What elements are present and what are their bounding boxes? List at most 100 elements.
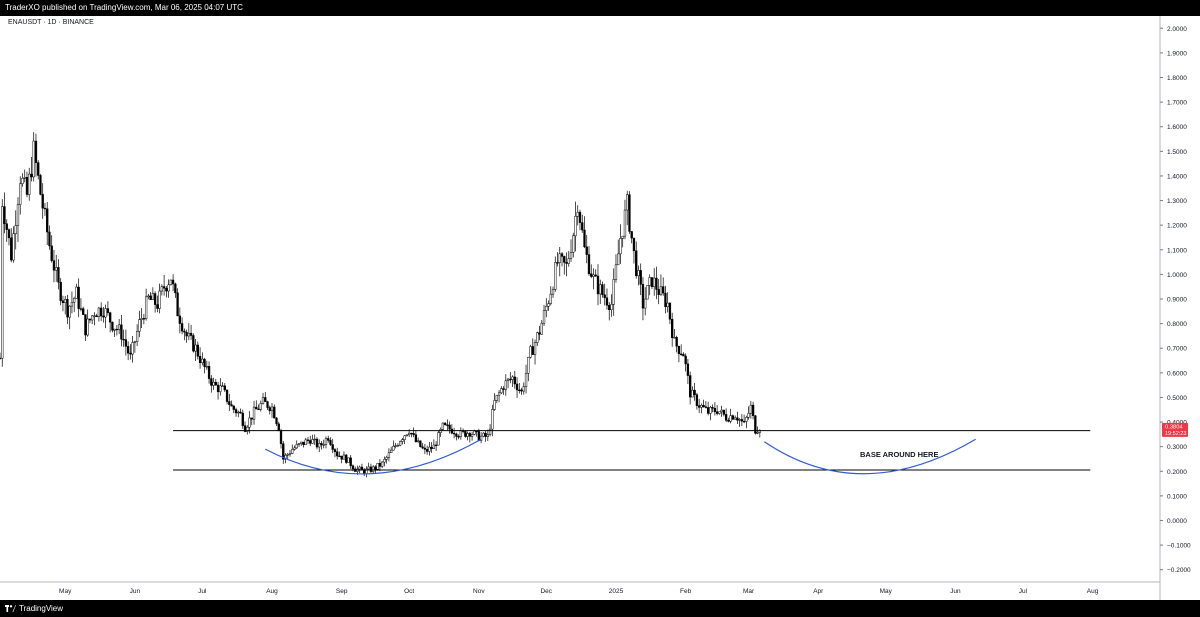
candle-body	[664, 292, 667, 308]
candle-body	[257, 408, 260, 411]
candle-body	[351, 465, 355, 470]
candle-body	[270, 406, 274, 412]
candle-body	[614, 264, 618, 280]
candle-body	[367, 466, 370, 470]
candle-body	[115, 328, 119, 331]
candle-body	[203, 358, 206, 368]
candle-body	[702, 405, 705, 408]
candle-body	[104, 308, 107, 318]
candle-body	[178, 315, 181, 324]
time-axis[interactable]: May Jun Jul Aug Sep Oct Nov Dec 2025 Feb Mar Apr May…	[59, 588, 1099, 595]
candle-body	[497, 392, 501, 396]
candle-body	[554, 262, 557, 290]
price-tick-label: 1.5000	[1167, 149, 1187, 156]
candle-body	[751, 404, 755, 416]
candle-body	[147, 295, 150, 298]
candle-body	[466, 433, 469, 437]
time-tick-label: Nov	[473, 588, 485, 595]
candle-body	[37, 162, 40, 176]
candle-body	[93, 315, 96, 317]
chart-container[interactable]: 2.0000 1.9000 1.8000 1.7000 1.6000 1.5000 1.40…	[0, 16, 1200, 600]
price-tick-label: 0.6000	[1167, 370, 1187, 377]
candle-body	[23, 177, 26, 179]
branding-footer: TradingView	[0, 600, 1200, 617]
candle-body	[194, 344, 197, 352]
candle-body	[331, 444, 334, 450]
price-tick-label: 0.1000	[1167, 493, 1187, 500]
candle-body	[360, 466, 364, 470]
candle-body	[223, 385, 226, 391]
candle-body	[581, 222, 584, 231]
candle-body	[646, 285, 649, 300]
candle-body	[79, 308, 83, 310]
candle-body	[416, 440, 420, 442]
candle-body	[158, 290, 161, 309]
candle-body	[124, 339, 128, 347]
candle-body	[327, 438, 330, 441]
candle-body	[381, 461, 384, 467]
candle-body	[452, 432, 456, 435]
candle-body	[120, 324, 123, 340]
candle-body	[700, 405, 703, 408]
candle-body	[336, 451, 339, 457]
candle-body	[259, 403, 262, 410]
candle-body	[52, 260, 56, 271]
candle-body	[515, 383, 519, 391]
candle-body	[311, 439, 314, 444]
candle-body	[560, 253, 564, 257]
candle-body	[187, 332, 190, 337]
candle-body	[275, 417, 278, 425]
candle-body	[612, 279, 615, 305]
candle-body	[189, 332, 193, 336]
candle-body	[320, 443, 323, 446]
candle-body	[722, 409, 726, 415]
candle-body	[399, 441, 402, 446]
tradingview-logo[interactable]: TradingView	[5, 600, 63, 617]
price-chart[interactable]: 2.0000 1.9000 1.8000 1.7000 1.6000 1.5000 1.40…	[0, 16, 1200, 600]
candle-body	[50, 245, 53, 261]
candle-body	[73, 298, 76, 303]
candle-body	[592, 274, 595, 277]
candle-body	[578, 211, 582, 223]
time-tick-label: Sep	[336, 588, 348, 595]
candle-body	[250, 417, 253, 420]
candle-body	[648, 277, 651, 286]
candle-body	[529, 346, 532, 358]
base-curve	[264, 438, 482, 475]
candle-body	[610, 304, 613, 311]
price-tick-label: 0.3000	[1167, 444, 1187, 451]
candle-body	[689, 375, 692, 398]
candle-body	[709, 407, 712, 414]
last-price-tag-bg	[1162, 422, 1188, 437]
candle-body	[369, 466, 373, 472]
price-tick-label: −0.2000	[1167, 567, 1191, 574]
candle-body	[237, 411, 240, 414]
candle-body	[547, 303, 550, 307]
candle-body	[48, 231, 51, 247]
candle-body	[635, 250, 638, 277]
time-tick-label: May	[880, 588, 893, 595]
candle-body	[630, 231, 633, 239]
candle-body	[201, 358, 204, 363]
candle-body	[228, 401, 231, 405]
candle-body	[111, 321, 114, 331]
candle-body	[644, 298, 647, 309]
last-price-value: 0.3804	[1165, 424, 1184, 430]
price-tick-label: 1.0000	[1167, 272, 1187, 279]
candle-body	[122, 338, 125, 341]
candle-body	[169, 279, 173, 286]
drawings-layer	[173, 430, 1091, 475]
candle-body	[230, 404, 233, 407]
candle-body	[504, 380, 507, 390]
candle-body	[340, 455, 343, 460]
candle-body	[70, 301, 74, 307]
candle-body	[448, 424, 451, 430]
candle-body	[291, 449, 294, 454]
candle-body	[138, 319, 141, 332]
candle-body	[309, 440, 312, 444]
candle-body	[160, 286, 164, 292]
candle-body	[225, 389, 229, 402]
candle-body	[14, 225, 17, 234]
time-tick-label: Aug	[266, 588, 278, 595]
candle-body	[117, 324, 121, 330]
